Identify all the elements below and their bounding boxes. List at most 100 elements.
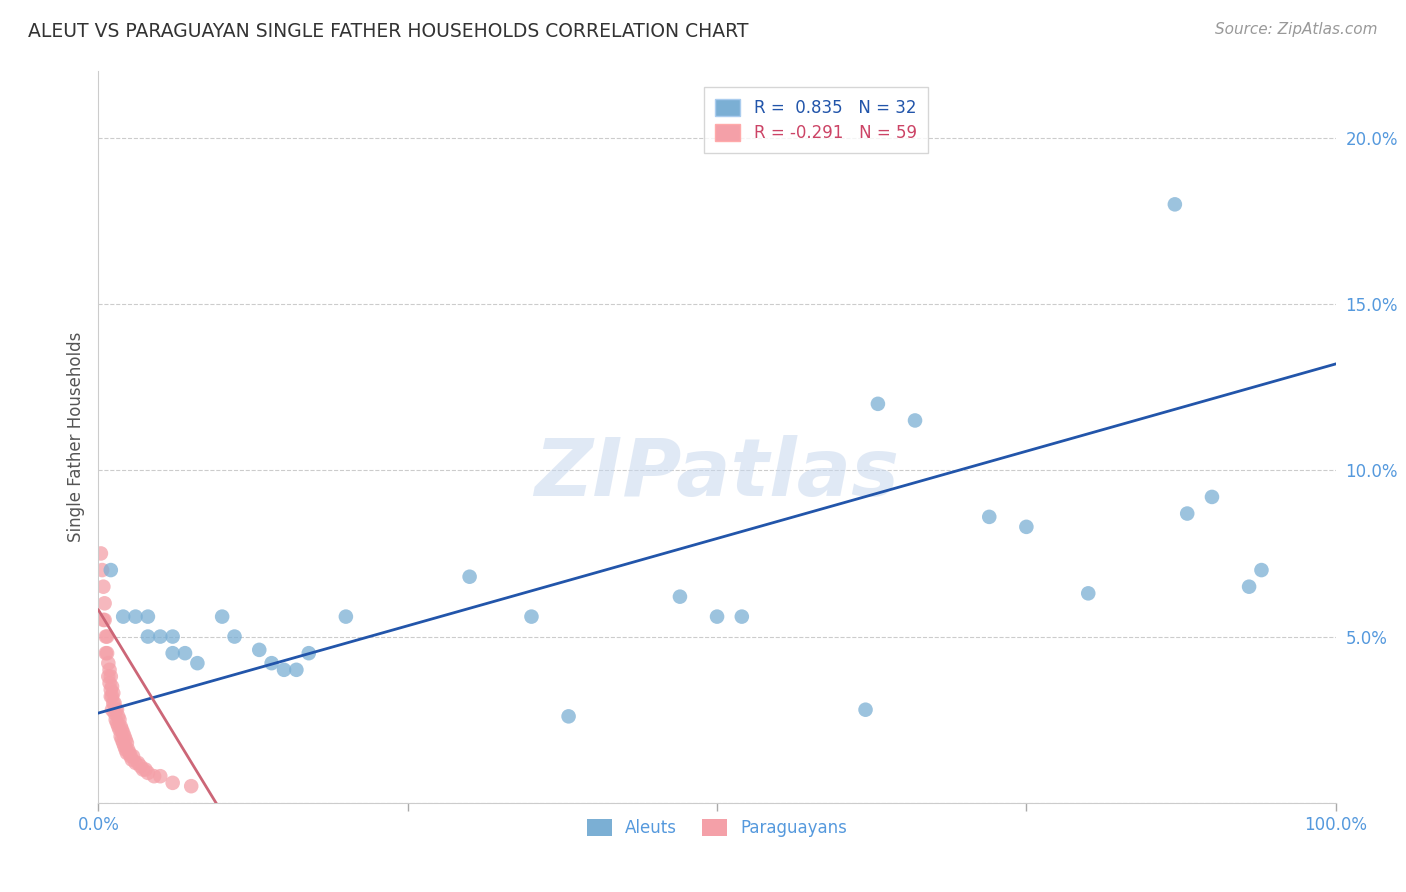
Point bbox=[260, 656, 283, 670]
Point bbox=[162, 630, 184, 644]
Point bbox=[111, 723, 134, 737]
Point bbox=[224, 630, 246, 644]
Point bbox=[904, 413, 927, 427]
Point bbox=[111, 732, 134, 747]
Point bbox=[117, 742, 139, 756]
Point bbox=[103, 686, 125, 700]
Point bbox=[112, 736, 135, 750]
Point bbox=[1015, 520, 1038, 534]
Point bbox=[100, 669, 122, 683]
Point bbox=[103, 706, 125, 720]
Point bbox=[90, 546, 112, 560]
Point bbox=[107, 719, 129, 733]
Point bbox=[105, 716, 128, 731]
Point bbox=[124, 609, 146, 624]
Point bbox=[1077, 586, 1099, 600]
Point bbox=[1237, 580, 1260, 594]
Point bbox=[93, 613, 115, 627]
Point bbox=[335, 609, 357, 624]
Point bbox=[93, 613, 115, 627]
Point bbox=[162, 776, 184, 790]
Point bbox=[108, 723, 131, 737]
Point bbox=[110, 719, 132, 733]
Point bbox=[96, 646, 118, 660]
Point bbox=[98, 663, 121, 677]
Point bbox=[731, 609, 754, 624]
Point bbox=[458, 570, 481, 584]
Point bbox=[108, 713, 131, 727]
Point bbox=[98, 676, 121, 690]
Point bbox=[180, 779, 202, 793]
Point bbox=[669, 590, 692, 604]
Point bbox=[162, 646, 184, 660]
Point bbox=[114, 732, 136, 747]
Point bbox=[91, 563, 114, 577]
Point bbox=[97, 656, 120, 670]
Point bbox=[107, 709, 129, 723]
Point bbox=[112, 729, 135, 743]
Point bbox=[136, 630, 159, 644]
Point bbox=[94, 630, 117, 644]
Point bbox=[115, 736, 138, 750]
Point bbox=[174, 646, 197, 660]
Text: 100.0%: 100.0% bbox=[1305, 816, 1367, 834]
Point bbox=[855, 703, 877, 717]
Point bbox=[112, 609, 135, 624]
Point bbox=[112, 739, 135, 754]
Point bbox=[114, 742, 136, 756]
Point bbox=[118, 746, 141, 760]
Point bbox=[979, 509, 1001, 524]
Point bbox=[149, 769, 172, 783]
Point bbox=[557, 709, 579, 723]
Text: Source: ZipAtlas.com: Source: ZipAtlas.com bbox=[1215, 22, 1378, 37]
Point bbox=[97, 669, 120, 683]
Point bbox=[143, 769, 166, 783]
Point bbox=[1164, 197, 1187, 211]
Point bbox=[1175, 507, 1198, 521]
Point bbox=[101, 680, 124, 694]
Point bbox=[112, 726, 135, 740]
Point bbox=[1201, 490, 1223, 504]
Point bbox=[100, 690, 122, 704]
Point bbox=[186, 656, 208, 670]
Point bbox=[706, 609, 728, 624]
Point bbox=[121, 753, 143, 767]
Point bbox=[866, 397, 889, 411]
Point bbox=[520, 609, 543, 624]
Point bbox=[110, 729, 132, 743]
Point bbox=[285, 663, 308, 677]
Text: ZIPatlas: ZIPatlas bbox=[534, 434, 900, 513]
Point bbox=[127, 756, 149, 770]
Point bbox=[247, 643, 270, 657]
Point bbox=[298, 646, 321, 660]
Point bbox=[101, 690, 124, 704]
Point bbox=[103, 696, 125, 710]
Point bbox=[134, 763, 156, 777]
Point bbox=[94, 646, 117, 660]
Point bbox=[132, 763, 155, 777]
Point bbox=[105, 703, 128, 717]
Point bbox=[273, 663, 295, 677]
Text: ALEUT VS PARAGUAYAN SINGLE FATHER HOUSEHOLDS CORRELATION CHART: ALEUT VS PARAGUAYAN SINGLE FATHER HOUSEH… bbox=[28, 22, 748, 41]
Y-axis label: Single Father Households: Single Father Households bbox=[66, 332, 84, 542]
Point bbox=[96, 630, 118, 644]
Point bbox=[100, 682, 122, 697]
Point bbox=[1250, 563, 1272, 577]
Point bbox=[124, 756, 146, 770]
Point bbox=[122, 749, 145, 764]
Point bbox=[136, 765, 159, 780]
Point bbox=[211, 609, 233, 624]
Text: 0.0%: 0.0% bbox=[77, 816, 120, 834]
Legend: Aleuts, Paraguayans: Aleuts, Paraguayans bbox=[578, 811, 856, 846]
Point bbox=[103, 696, 125, 710]
Point bbox=[104, 703, 127, 717]
Point bbox=[129, 759, 152, 773]
Point bbox=[136, 609, 159, 624]
Point bbox=[93, 580, 115, 594]
Point bbox=[93, 596, 115, 610]
Point bbox=[149, 630, 172, 644]
Point bbox=[101, 703, 124, 717]
Point bbox=[115, 746, 138, 760]
Point bbox=[120, 749, 142, 764]
Point bbox=[104, 713, 127, 727]
